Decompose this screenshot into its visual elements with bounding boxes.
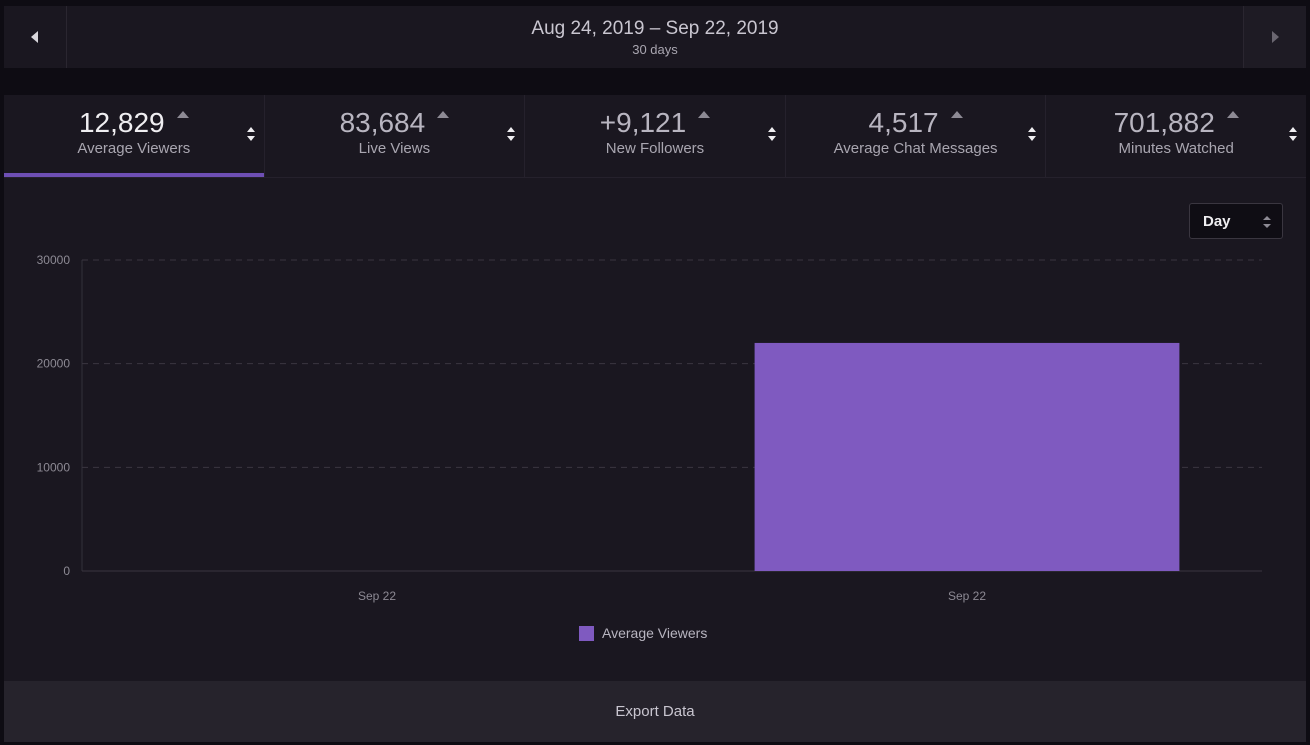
sort-icon[interactable] [506,125,516,143]
date-range-title: Aug 24, 2019 – Sep 22, 2019 [531,18,779,39]
stat-tabs: 12,829 Average Viewers 83,684 Live Views… [4,95,1306,178]
export-data-label: Export Data [615,703,695,720]
stat-tab-average-chat-messages[interactable]: 4,517 Average Chat Messages [786,95,1047,177]
sort-icon[interactable] [1027,125,1037,143]
stat-tab-average-viewers[interactable]: 12,829 Average Viewers [4,95,265,177]
date-range-display: Aug 24, 2019 – Sep 22, 2019 30 days [67,6,1243,68]
stat-tab-new-followers[interactable]: +9,121 New Followers [525,95,786,177]
stat-value: 12,829 [79,107,189,139]
y-tick-label: 10000 [37,460,71,474]
y-tick-label: 0 [63,564,70,578]
trend-up-icon [437,111,450,118]
average-viewers-chart: 30000 20000 10000 0 Sep 22 Sep 22 [37,253,1262,603]
select-arrows-icon [1263,216,1271,228]
caret-left-icon [31,31,38,43]
stat-label: Average Chat Messages [833,140,998,157]
interval-select[interactable]: Day [1189,203,1283,239]
y-tick-label: 20000 [37,357,71,371]
bar [754,342,1180,571]
next-range-button[interactable] [1243,6,1306,68]
stat-label: New Followers [605,140,705,157]
date-range-duration: 30 days [632,42,678,57]
stat-value: +9,121 [599,107,711,139]
y-tick-label: 30000 [37,253,71,267]
x-tick-label: Sep 22 [358,589,396,603]
export-data-button[interactable]: Export Data [4,681,1306,742]
caret-right-icon [1272,31,1279,43]
stat-value: 701,882 [1114,107,1239,139]
interval-select-value: Day [1203,212,1231,230]
stat-label: Average Viewers [77,140,191,157]
legend-swatch [579,625,594,641]
stat-tab-minutes-watched[interactable]: 701,882 Minutes Watched [1046,95,1306,177]
trend-up-icon [950,111,963,118]
x-tick-label: Sep 22 [948,589,986,603]
stat-label: Live Views [358,140,431,157]
stat-label: Minutes Watched [1118,140,1234,157]
stat-number: 4,517 [868,107,939,138]
sort-icon[interactable] [246,125,256,143]
stat-number: +9,121 [599,107,687,138]
stats-panel: 12,829 Average Viewers 83,684 Live Views… [4,95,1306,681]
trend-up-icon [698,111,711,118]
trend-up-icon [176,111,189,118]
stat-value: 4,517 [869,107,963,139]
trend-up-icon [1226,111,1239,118]
sort-icon[interactable] [1288,125,1298,143]
stat-number: 701,882 [1113,107,1215,138]
date-range-bar: Aug 24, 2019 – Sep 22, 2019 30 days [4,6,1306,68]
stat-value: 83,684 [340,107,450,139]
chart-legend[interactable]: Average Viewers [579,625,707,641]
stat-tab-live-views[interactable]: 83,684 Live Views [265,95,526,177]
sort-icon[interactable] [767,125,777,143]
legend-label: Average Viewers [602,625,708,641]
previous-range-button[interactable] [4,6,67,68]
stat-number: 83,684 [339,107,426,138]
stat-number: 12,829 [78,107,165,138]
